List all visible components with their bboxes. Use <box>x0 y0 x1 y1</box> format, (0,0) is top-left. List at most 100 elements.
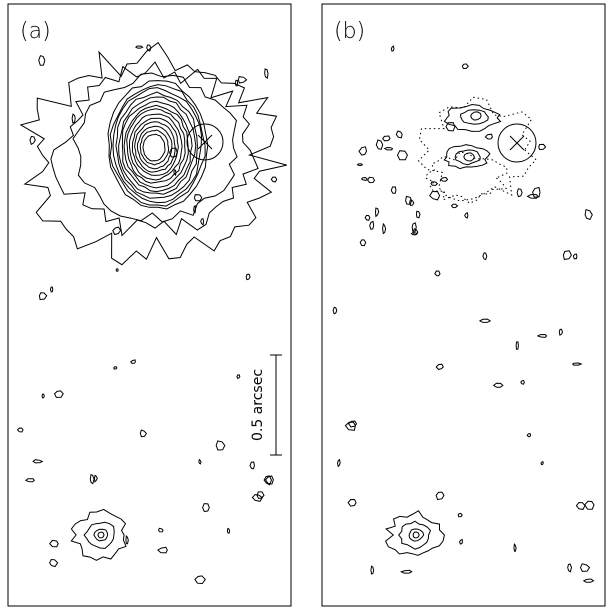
panel-label: (a) <box>20 19 51 44</box>
contour <box>136 125 173 170</box>
contour <box>49 539 59 548</box>
contour <box>384 510 445 556</box>
contour <box>49 558 59 568</box>
panel-label: (b) <box>334 19 365 44</box>
contour <box>567 563 573 573</box>
contour <box>412 531 420 539</box>
panel-b-frame <box>321 3 606 607</box>
contour <box>270 176 278 183</box>
contour <box>19 41 287 266</box>
contour <box>443 144 491 170</box>
contour <box>332 306 338 315</box>
contour <box>532 186 541 198</box>
contour <box>71 113 76 124</box>
contour <box>16 427 24 433</box>
contour <box>70 508 127 561</box>
contour <box>582 578 595 583</box>
contour <box>458 538 463 545</box>
contour <box>32 459 44 464</box>
contour <box>526 433 532 438</box>
contour <box>236 374 241 380</box>
contour <box>202 503 210 513</box>
contour <box>347 498 357 507</box>
contour <box>200 218 205 226</box>
contour <box>411 222 417 232</box>
contour <box>482 252 488 261</box>
contour <box>158 527 164 533</box>
contour <box>139 129 170 166</box>
contour <box>562 250 572 260</box>
contour <box>463 152 475 162</box>
contour <box>450 203 459 209</box>
contour <box>572 253 578 260</box>
contour <box>264 475 274 485</box>
contour <box>383 146 394 151</box>
contour <box>399 569 413 574</box>
contour <box>359 239 367 247</box>
contour <box>93 474 98 483</box>
contour <box>375 139 384 150</box>
contour <box>93 528 109 542</box>
contour <box>256 491 265 500</box>
scale-label: 0.5 arcsec <box>250 369 266 441</box>
contour <box>157 546 168 554</box>
contour <box>390 186 397 194</box>
contour <box>125 535 129 545</box>
contour <box>395 130 403 139</box>
contour <box>194 575 206 585</box>
contour <box>382 135 391 142</box>
contour <box>139 429 148 438</box>
contour <box>415 210 421 219</box>
contour <box>457 512 463 518</box>
contour <box>434 270 441 277</box>
contour <box>515 341 519 350</box>
contour <box>24 478 35 483</box>
contour <box>234 79 239 87</box>
contour <box>41 393 45 399</box>
contour <box>484 133 493 140</box>
contour <box>113 366 118 370</box>
contour <box>405 195 413 205</box>
contour <box>344 421 356 431</box>
contour <box>367 176 376 184</box>
contour <box>409 199 415 206</box>
contour <box>369 220 375 230</box>
contour <box>461 63 469 69</box>
contour <box>540 460 544 466</box>
contour <box>470 111 482 121</box>
scale-bar: 0.5 arcsec <box>250 354 282 456</box>
contour <box>131 117 179 176</box>
contour <box>390 45 395 52</box>
contour <box>49 286 54 293</box>
contour <box>72 72 238 223</box>
contour <box>408 528 425 542</box>
contour <box>83 521 115 549</box>
contour <box>89 473 95 485</box>
contour <box>417 96 537 202</box>
contour <box>356 163 364 167</box>
contour <box>249 461 255 470</box>
contour <box>558 328 564 336</box>
contour <box>129 359 136 365</box>
contour <box>251 493 263 502</box>
contour <box>538 143 547 151</box>
contour <box>134 121 176 173</box>
contour <box>579 563 591 572</box>
contour <box>215 440 226 451</box>
contour <box>526 194 539 199</box>
contour <box>412 228 419 236</box>
contour <box>226 527 231 535</box>
contour <box>121 100 193 193</box>
contour <box>360 177 368 181</box>
contour <box>146 44 152 52</box>
contour <box>454 149 481 166</box>
contour <box>575 501 586 510</box>
panel-a-frame <box>7 3 292 607</box>
contour <box>478 318 492 323</box>
contours <box>16 41 595 585</box>
contour <box>193 194 203 202</box>
contour <box>445 122 456 132</box>
contour <box>439 176 449 182</box>
contour <box>435 491 445 501</box>
